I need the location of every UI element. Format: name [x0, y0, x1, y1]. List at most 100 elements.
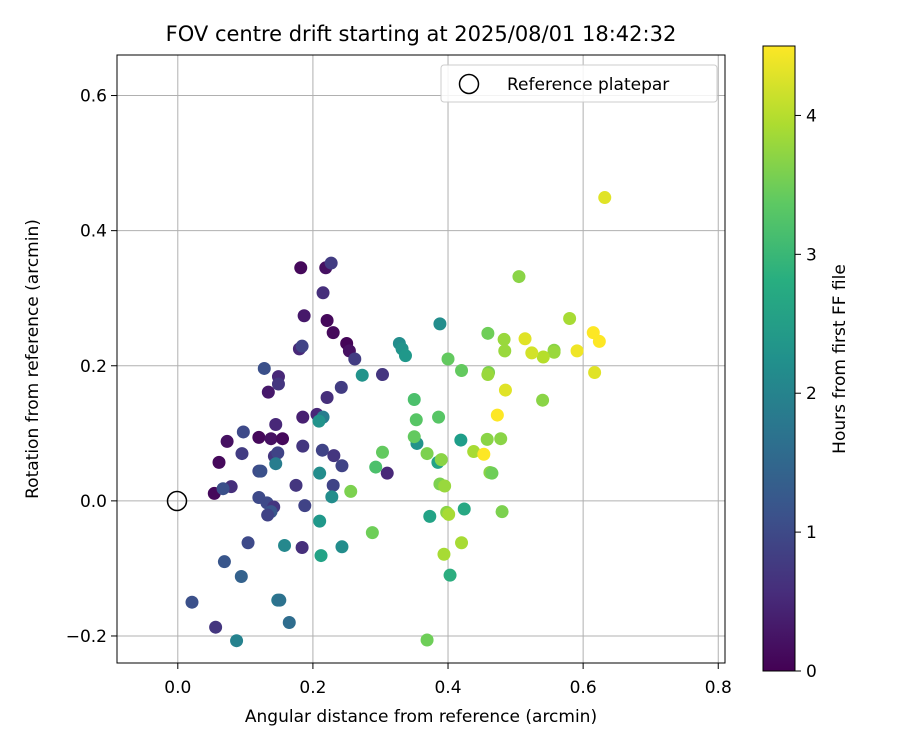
data-point	[547, 345, 561, 359]
data-point	[316, 286, 330, 300]
data-point	[320, 313, 334, 327]
data-point	[254, 464, 268, 478]
colorbar-tick-label: 0	[806, 662, 817, 682]
colorbar: 0 1 2 3 4 Hours from first FF file	[762, 45, 850, 682]
data-point	[335, 459, 349, 473]
data-point	[324, 256, 338, 270]
data-point	[296, 439, 310, 453]
data-point	[498, 383, 512, 397]
data-point	[498, 344, 512, 358]
data-point	[375, 445, 389, 459]
data-point	[588, 366, 602, 380]
y-axis-ticks: −0.2 0.0 0.2 0.4 0.6	[66, 87, 117, 647]
data-point	[209, 620, 223, 634]
data-point	[297, 309, 311, 323]
x-tick-label: 0.4	[434, 678, 461, 698]
colorbar-tick-label: 2	[806, 384, 817, 404]
data-point	[282, 615, 296, 629]
data-point	[315, 443, 329, 457]
data-point	[295, 540, 309, 554]
data-point	[481, 368, 495, 382]
data-point	[467, 445, 481, 459]
data-point	[495, 505, 509, 519]
data-point	[314, 549, 328, 563]
colorbar-tick-label: 3	[806, 245, 817, 265]
legend-label: Reference platepar	[507, 75, 669, 95]
colorbar-tick-label: 1	[806, 523, 817, 543]
data-point	[326, 478, 340, 492]
data-point	[490, 408, 504, 422]
data-point	[398, 349, 412, 363]
data-point	[477, 447, 491, 461]
data-point	[296, 410, 310, 424]
data-point	[454, 433, 468, 447]
data-point	[536, 393, 550, 407]
data-point	[380, 466, 394, 480]
data-point	[278, 538, 292, 552]
data-point	[457, 502, 471, 516]
data-point	[313, 466, 327, 480]
data-point	[217, 555, 231, 569]
data-point	[344, 484, 358, 498]
data-point	[480, 432, 494, 446]
data-point	[407, 430, 421, 444]
data-point	[235, 447, 249, 461]
data-point	[563, 311, 577, 325]
data-point	[485, 466, 499, 480]
data-point	[295, 339, 309, 353]
data-point	[481, 326, 495, 340]
y-tick-label: 0.4	[80, 222, 107, 242]
data-point	[441, 352, 455, 366]
x-tick-label: 0.0	[164, 678, 191, 698]
data-point	[494, 432, 508, 446]
data-point	[423, 509, 437, 523]
reference-platepar-marker	[166, 490, 188, 512]
data-point	[525, 346, 539, 360]
data-point	[220, 434, 234, 448]
data-point	[518, 332, 532, 346]
x-tick-label: 0.8	[705, 678, 732, 698]
data-point	[236, 425, 250, 439]
data-point	[271, 446, 285, 460]
data-point	[536, 350, 550, 364]
data-point	[326, 326, 340, 340]
data-point	[257, 361, 271, 375]
legend-box	[440, 64, 718, 103]
y-tick-label: 0.6	[80, 87, 107, 107]
data-point	[592, 334, 606, 348]
data-point	[313, 514, 327, 528]
plot-area: 0.0 0.2 0.4 0.6 0.8 −0.2 0.0 0.2 0.4 0.6	[66, 54, 732, 698]
colorbar-label: Hours from first FF file	[830, 264, 850, 454]
x-tick-label: 0.6	[570, 678, 597, 698]
data-point	[375, 368, 389, 382]
data-point	[230, 634, 244, 648]
data-point	[433, 317, 447, 331]
data-point	[497, 332, 511, 346]
data-point	[432, 410, 446, 424]
data-point	[269, 457, 283, 471]
data-point	[320, 391, 334, 405]
data-point	[212, 455, 226, 469]
data-point	[512, 270, 526, 284]
data-point	[407, 393, 421, 407]
data-point	[420, 633, 434, 647]
plot-frame	[116, 54, 726, 664]
data-point	[289, 478, 303, 492]
data-point	[273, 593, 287, 607]
data-point	[443, 568, 457, 582]
data-point	[185, 595, 199, 609]
data-point	[325, 490, 339, 504]
data-point	[241, 536, 255, 550]
data-point	[216, 482, 230, 496]
data-point	[261, 385, 275, 399]
colorbar-ticks: 0 1 2 3 4	[795, 106, 817, 682]
data-point	[369, 460, 383, 474]
x-axis-label: Angular distance from reference (arcmin)	[245, 707, 597, 727]
data-point	[455, 536, 469, 550]
legend-marker-icon	[458, 73, 480, 95]
data-point	[234, 570, 248, 584]
gridlines	[117, 55, 725, 663]
colorbar-gradient	[762, 45, 796, 672]
data-points	[185, 191, 612, 648]
